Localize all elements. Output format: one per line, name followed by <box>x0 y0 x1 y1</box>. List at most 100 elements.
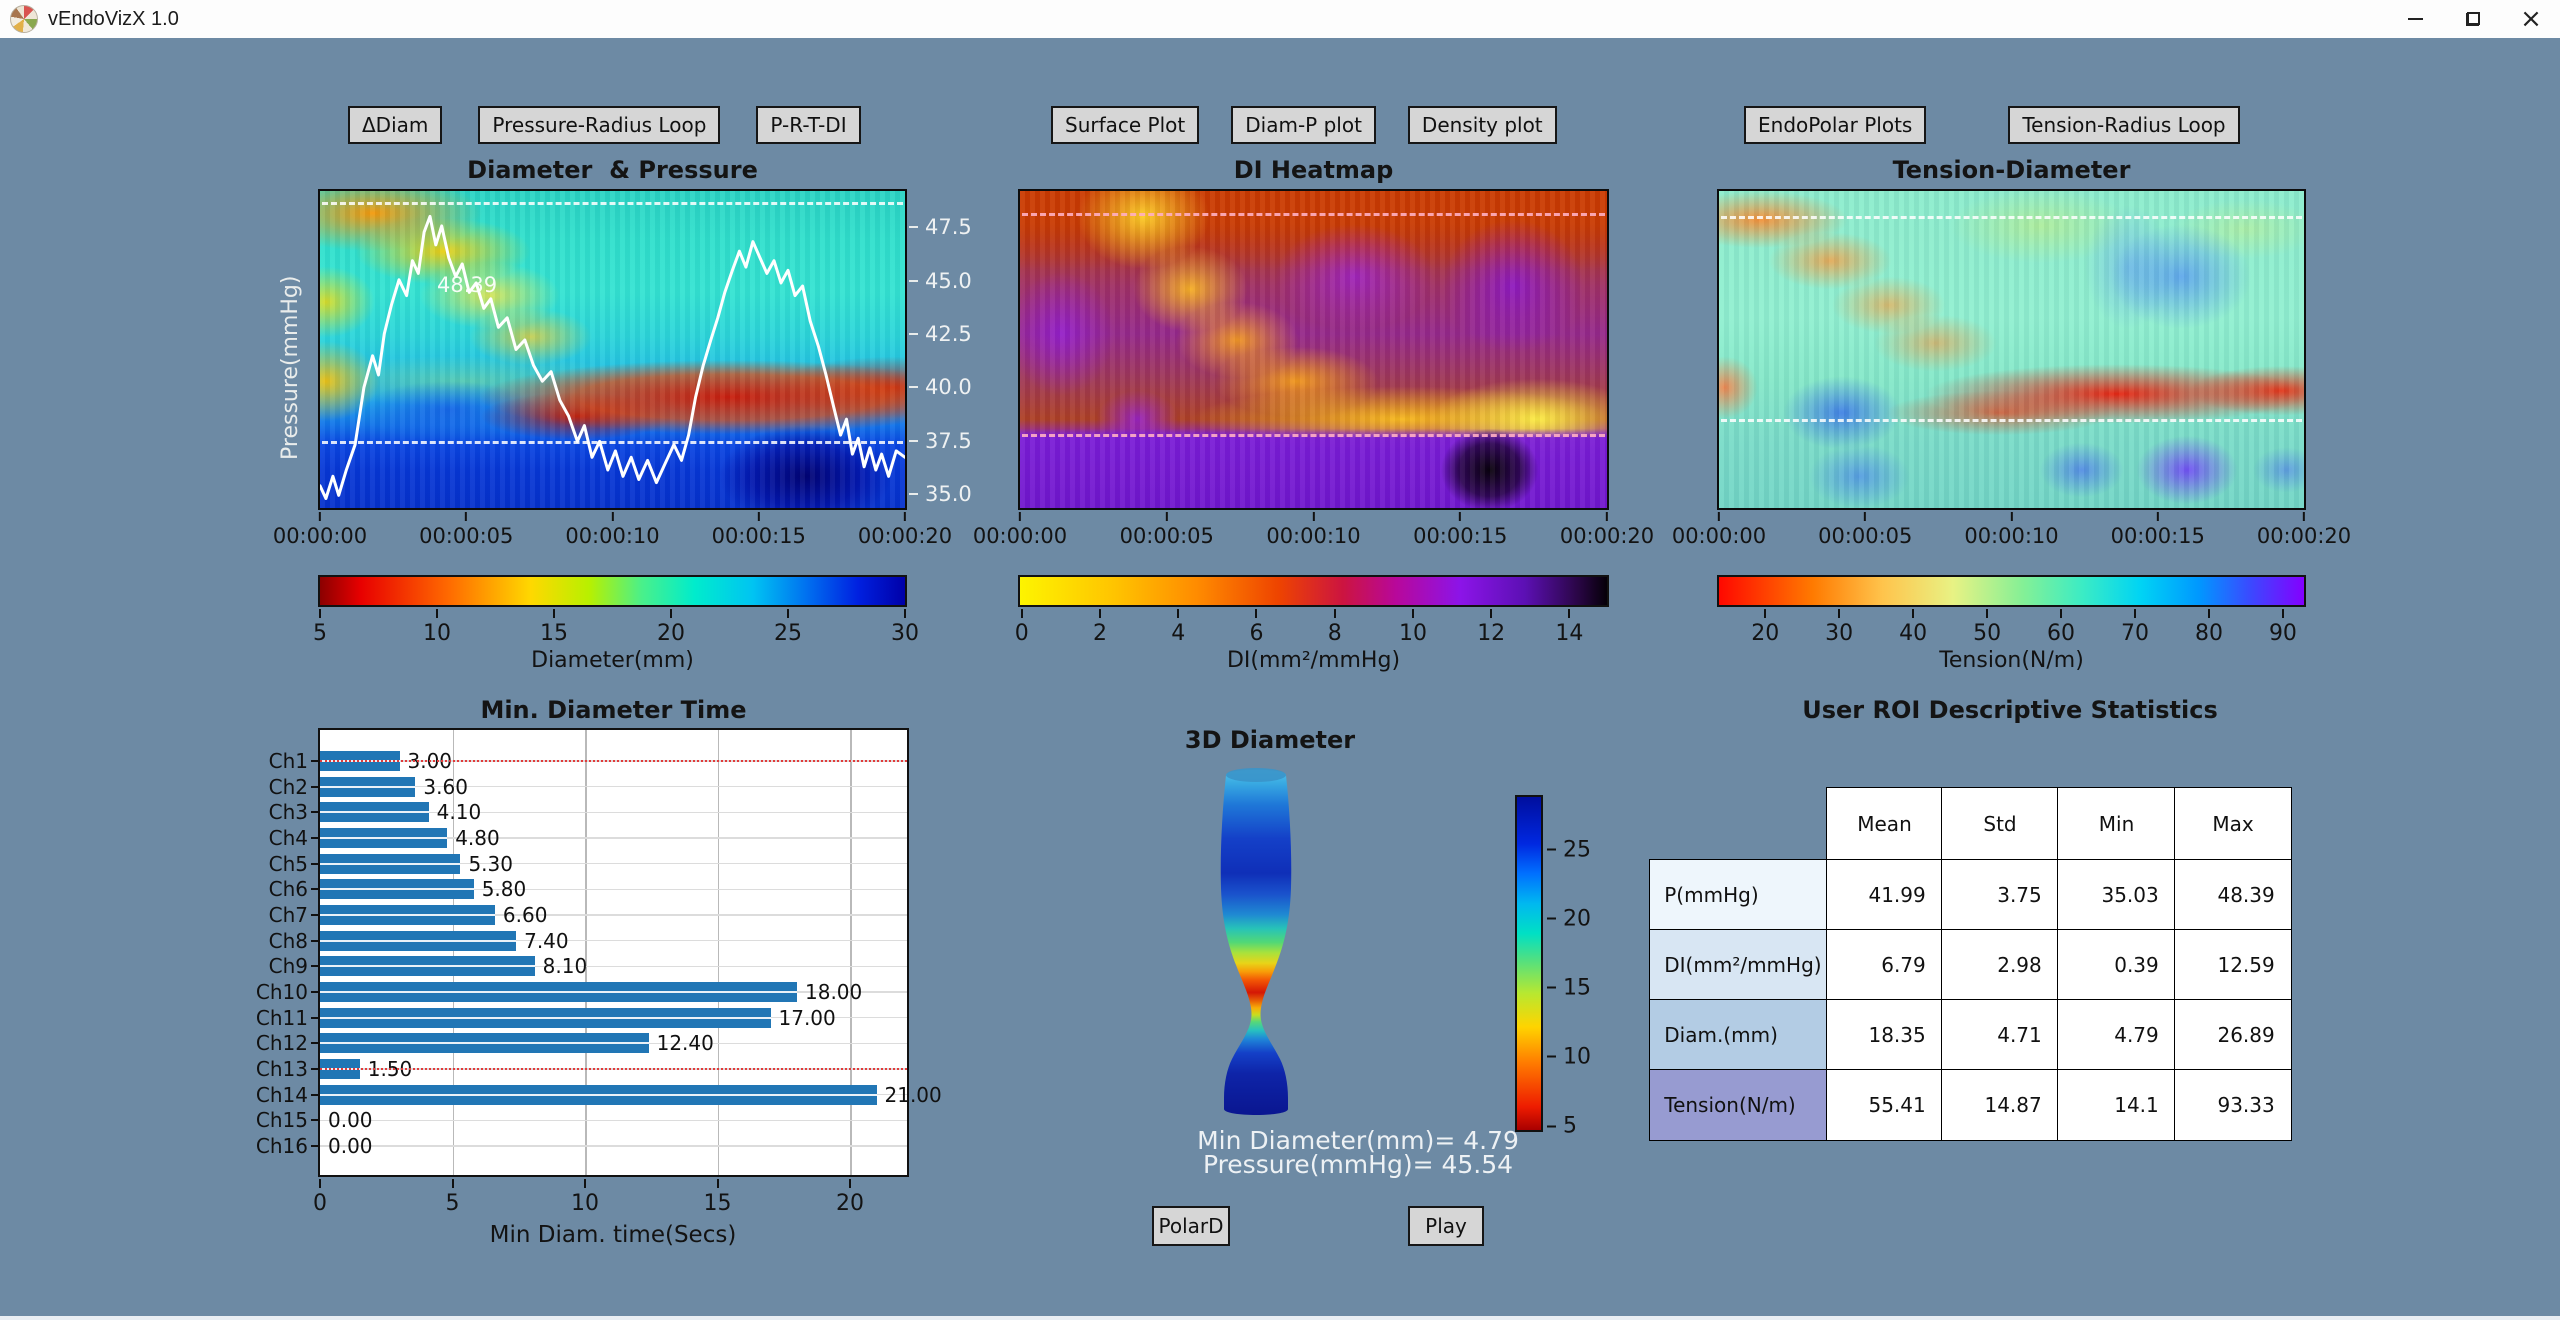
diam-p-plot-button[interactable]: Diam-P plot <box>1231 106 1376 144</box>
tension-radius-loop-button[interactable]: Tension-Radius Loop <box>2008 106 2240 144</box>
table-cell: 48.39 <box>2174 859 2292 931</box>
surface-plot-button[interactable]: Surface Plot <box>1051 106 1200 144</box>
grid-line-horizontal <box>320 914 907 916</box>
tick: 5 <box>1547 1114 1577 1139</box>
close-button[interactable]: × <box>2502 0 2560 38</box>
channel-label-ch7: Ch7 <box>268 903 308 927</box>
table-cell: 93.33 <box>2174 1069 2292 1141</box>
bar-value-label: 6.60 <box>502 903 548 927</box>
reference-dotted-line <box>320 1067 907 1070</box>
plot2-colorbar-ticks: 0 2 4 6 8 10 12 14 <box>1015 609 1607 647</box>
bar-grid-overlay <box>320 991 797 993</box>
minimize-button[interactable] <box>2386 0 2444 38</box>
tick: 10 <box>571 1179 599 1216</box>
table-cell: 12.59 <box>2174 929 2292 1001</box>
tick-label: 00:00:10 <box>1266 524 1361 548</box>
plot1-colorbar-ticks: 5 10 15 20 25 30 <box>313 609 919 647</box>
pressure-radius-loop-button[interactable]: Pressure-Radius Loop <box>478 106 721 144</box>
bar-value-label: 21.00 <box>884 1082 942 1107</box>
tick-label: 10 <box>571 1191 600 1216</box>
tick-label: 20 <box>836 1191 865 1216</box>
tick-label: 25 <box>1563 837 1591 863</box>
plot3-colorbar <box>1717 575 2306 607</box>
tick-label: 5 <box>445 1191 460 1216</box>
play-button[interactable]: Play <box>1408 1206 1484 1246</box>
tick: 60 <box>2047 609 2075 646</box>
polard-button[interactable]: PolarD <box>1152 1206 1230 1246</box>
tick-label: 40.0 <box>925 375 972 400</box>
table-corner-empty <box>1649 787 1828 861</box>
tick: 00:00:10 <box>1964 512 2059 548</box>
restore-button[interactable] <box>2444 0 2502 38</box>
endopolar-plots-button[interactable]: EndoPolar Plots <box>1744 106 1927 144</box>
roi-dashed-line <box>1022 433 1605 437</box>
grid-line-horizontal <box>320 837 907 839</box>
tick-label: 5 <box>1563 1113 1577 1139</box>
table-col-header-min: Min <box>2057 787 2176 861</box>
tick-label: 00:00:20 <box>857 524 953 548</box>
tick: 00:00:00 <box>973 512 1067 548</box>
plot1-x-axis-ticks: 00:00:00 00:00:05 00:00:10 00:00:15 00:00:20 <box>273 512 952 552</box>
bar-value-label: 4.10 <box>436 800 482 825</box>
bar-grid-overlay <box>320 888 474 891</box>
tick-label: 45.0 <box>925 268 972 293</box>
tick: 10 <box>423 609 451 646</box>
tick-label: 25 <box>774 621 802 646</box>
tick: 25 <box>774 609 802 646</box>
plot2-colorbar <box>1018 575 1609 607</box>
table-row-header: Diam.(mm) <box>1649 999 1828 1071</box>
grid-line-horizontal <box>320 888 907 891</box>
p-r-t-di-button[interactable]: P-R-T-DI <box>756 106 861 144</box>
barchart-title: Min. Diameter Time <box>480 696 747 724</box>
tick: 0 <box>313 1179 327 1216</box>
y-tick-mark <box>311 837 318 839</box>
bar-value-label: 7.40 <box>524 928 569 953</box>
tick: 50 <box>1973 609 2001 646</box>
tick-label: 00:00:00 <box>1671 524 1767 548</box>
tick: 10 <box>1399 609 1427 646</box>
plot1-colorbar <box>318 575 907 607</box>
tick-label: 00:00:20 <box>2256 524 2352 548</box>
tick-label: 15 <box>540 621 568 646</box>
table-cell: 55.41 <box>1826 1069 1943 1141</box>
tick-label: 80 <box>2194 621 2223 646</box>
tick-label: 30 <box>1825 621 1854 646</box>
tick: 70 <box>2121 609 2149 646</box>
tick: 5 <box>313 609 327 646</box>
table-row-header: DI(mm²/mmHg) <box>1649 929 1828 1001</box>
tick: 20 <box>1547 906 1591 931</box>
diam-button[interactable]: ΔDiam <box>348 106 443 144</box>
channel-label-ch1: Ch1 <box>268 749 308 773</box>
y-tick-mark <box>311 760 318 762</box>
bar-value-label: 5.30 <box>468 851 513 876</box>
plot3-heatmap-canvas <box>1717 189 2306 510</box>
tick-label: 20 <box>1751 621 1780 646</box>
table-cell: 18.35 <box>1826 999 1943 1071</box>
window-title: vEndoVizX 1.0 <box>48 7 179 30</box>
channel-label-ch6: Ch6 <box>268 877 308 902</box>
tick-label: 4 <box>1171 621 1186 646</box>
tick-label: 00:00:20 <box>1559 524 1655 548</box>
table-cell: 6.79 <box>1826 929 1943 1001</box>
grid-line-horizontal <box>320 811 907 814</box>
channel-label-ch9: Ch9 <box>268 954 308 979</box>
bar-value-label: 0.00 <box>328 1108 373 1133</box>
pressure-readout: Pressure(mmHg)= 45.54 <box>1202 1150 1514 1179</box>
plot1-right-axis-ticks: 47.5 45.0 42.5 40.0 37.5 35.0 <box>909 191 989 508</box>
tick-label: 47.5 <box>925 215 972 240</box>
y-tick-mark <box>311 862 318 865</box>
table-row-header: Tension(N/m) <box>1649 1069 1828 1141</box>
tick-label: 20 <box>657 621 685 646</box>
bar-value-label: 3.60 <box>423 774 468 799</box>
tick: 40 <box>1899 609 1927 646</box>
density-plot-button[interactable]: Density plot <box>1407 106 1557 144</box>
roi-dashed-line <box>1721 216 2302 220</box>
table-cell: 0.39 <box>2057 929 2176 1001</box>
grid-line-horizontal <box>320 939 907 942</box>
tick: 00:00:20 <box>1560 512 1654 548</box>
y-tick-mark <box>311 965 318 968</box>
tick: 37.5 <box>909 429 972 453</box>
barchart-x-ticks: 0 5 10 15 20 <box>313 1179 907 1219</box>
grid-line-vertical <box>850 730 852 1175</box>
grid-line-horizontal <box>320 1145 907 1147</box>
